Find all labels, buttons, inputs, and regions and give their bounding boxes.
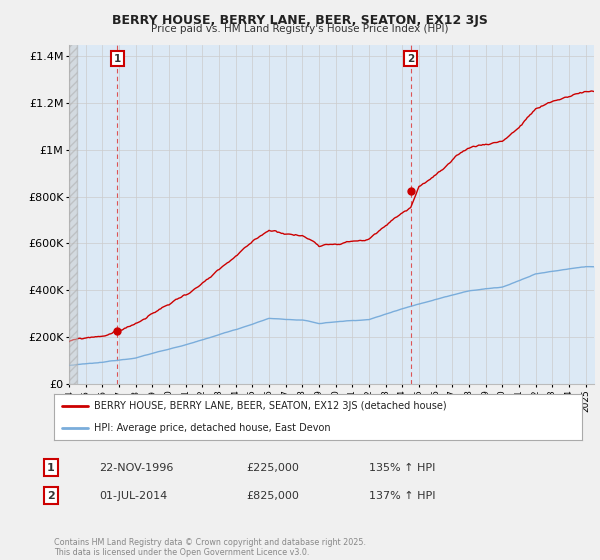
Text: 1: 1: [114, 54, 121, 64]
Text: 135% ↑ HPI: 135% ↑ HPI: [369, 463, 436, 473]
Text: BERRY HOUSE, BERRY LANE, BEER, SEATON, EX12 3JS (detached house): BERRY HOUSE, BERRY LANE, BEER, SEATON, E…: [94, 401, 446, 411]
Text: HPI: Average price, detached house, East Devon: HPI: Average price, detached house, East…: [94, 423, 330, 433]
Text: £225,000: £225,000: [246, 463, 299, 473]
Text: BERRY HOUSE, BERRY LANE, BEER, SEATON, EX12 3JS: BERRY HOUSE, BERRY LANE, BEER, SEATON, E…: [112, 14, 488, 27]
Text: £825,000: £825,000: [246, 491, 299, 501]
Text: 2: 2: [47, 491, 55, 501]
Text: 22-NOV-1996: 22-NOV-1996: [99, 463, 173, 473]
Text: 01-JUL-2014: 01-JUL-2014: [99, 491, 167, 501]
Text: Contains HM Land Registry data © Crown copyright and database right 2025.
This d: Contains HM Land Registry data © Crown c…: [54, 538, 366, 557]
Text: 1: 1: [47, 463, 55, 473]
Text: 137% ↑ HPI: 137% ↑ HPI: [369, 491, 436, 501]
Text: 2: 2: [407, 54, 414, 64]
Text: Price paid vs. HM Land Registry's House Price Index (HPI): Price paid vs. HM Land Registry's House …: [151, 24, 449, 34]
